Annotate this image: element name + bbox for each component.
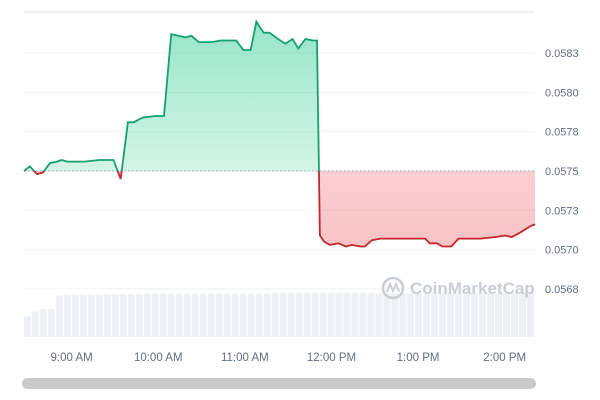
volume-bar [31,311,39,337]
volume-bar [327,293,335,337]
volume-bar [463,293,471,337]
volume-bar [215,293,223,337]
chart-scrollbar[interactable] [22,378,536,389]
area-above-baseline [24,21,535,171]
volume-bar [439,293,447,337]
volume-bar [247,293,255,337]
volume-bar [159,293,167,337]
volume-bar [503,293,511,337]
volume-bar [471,293,479,337]
volume-bar [79,294,87,337]
volume-bar [351,293,359,337]
volume-bar [255,293,263,337]
volume-bar [511,293,519,337]
volume-bar [271,293,279,337]
volume-bar [143,293,151,337]
volume-bar [199,293,207,337]
y-tick-label: 0.0583 [545,48,579,60]
volume-bar [383,293,391,337]
volume-bar [279,293,287,337]
volume-bar [103,294,111,337]
x-tick-label: 12:00 PM [307,352,356,364]
volume-bar [127,294,135,337]
volume-bar [231,293,239,337]
volume-bar [24,316,31,337]
volume-bar [455,293,463,337]
area-below-baseline [24,171,535,247]
y-tick-label: 0.0573 [545,205,579,217]
watermark-text: CoinMarketCap [410,279,535,298]
volume-bar [191,293,199,337]
volume-bar [311,293,319,337]
volume-bar [183,293,191,337]
volume-bars [24,293,534,337]
volume-bar [295,293,303,337]
volume-bar [119,294,127,337]
volume-bar [71,294,79,337]
volume-bar [207,293,215,337]
y-tick-label: 0.0568 [545,284,579,296]
volume-bar [319,293,327,337]
volume-bar [415,293,423,337]
volume-bar [95,294,103,337]
x-tick-label: 9:00 AM [51,352,93,364]
volume-bar [135,294,143,337]
volume-bar [239,293,247,337]
volume-bar [367,293,375,337]
volume-bar [519,293,527,337]
volume-bar [399,293,407,337]
volume-bar [39,309,47,337]
price-line-up [23,19,320,171]
volume-bar [527,293,534,337]
x-tick-label: 10:00 AM [134,352,183,364]
volume-bar [487,293,495,337]
x-tick-label: 1:00 PM [397,352,440,364]
volume-bar [47,309,55,337]
volume-bar [407,293,415,337]
y-axis: 0.0583 0.0580 0.0578 0.0575 0.0573 0.0570 0.05… [545,48,579,296]
volume-bar [359,293,367,337]
volume-bar [375,293,383,337]
volume-bar [175,293,183,337]
y-tick-label: 0.0580 [545,87,579,99]
price-line-down [24,171,536,248]
coinmarketcap-logo-icon [381,276,405,300]
volume-bar [167,293,175,337]
volume-bar [431,293,439,337]
volume-bar [495,293,503,337]
volume-bar [151,293,159,337]
volume-bar [303,293,311,337]
y-tick-label: 0.0575 [545,166,579,178]
volume-bar [335,293,343,337]
volume-bar [391,293,399,337]
volume-bar [423,293,431,337]
watermark: CoinMarketCap [381,276,535,300]
volume-bar [111,294,119,337]
volume-bar [223,293,231,337]
volume-bar [479,293,487,337]
volume-bar [55,295,63,337]
x-tick-label: 2:00 PM [483,352,526,364]
volume-bar [343,293,351,337]
volume-bar [63,294,71,337]
y-tick-label: 0.0570 [545,245,579,257]
volume-bar [447,293,455,337]
x-axis: 9:00 AM 10:00 AM 11:00 AM 12:00 PM 1:00 PM 2:… [51,352,527,364]
y-tick-label: 0.0578 [545,127,579,139]
volume-bar [87,294,95,337]
volume-bar [263,293,271,337]
volume-bar [287,293,295,337]
x-tick-label: 11:00 AM [221,352,269,364]
